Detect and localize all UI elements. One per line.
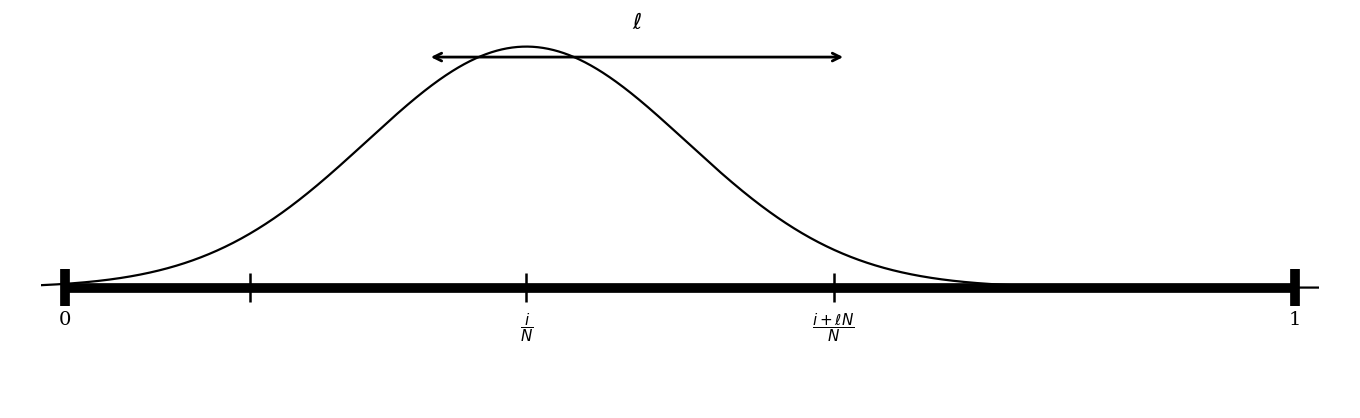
Text: 0: 0 — [60, 311, 72, 329]
Text: 1: 1 — [1288, 311, 1300, 329]
Text: $\ell$: $\ell$ — [632, 12, 642, 33]
Text: $\dfrac{i+\ell N}{N}$: $\dfrac{i+\ell N}{N}$ — [812, 311, 855, 344]
Text: $\dfrac{i}{N}$: $\dfrac{i}{N}$ — [520, 311, 533, 344]
